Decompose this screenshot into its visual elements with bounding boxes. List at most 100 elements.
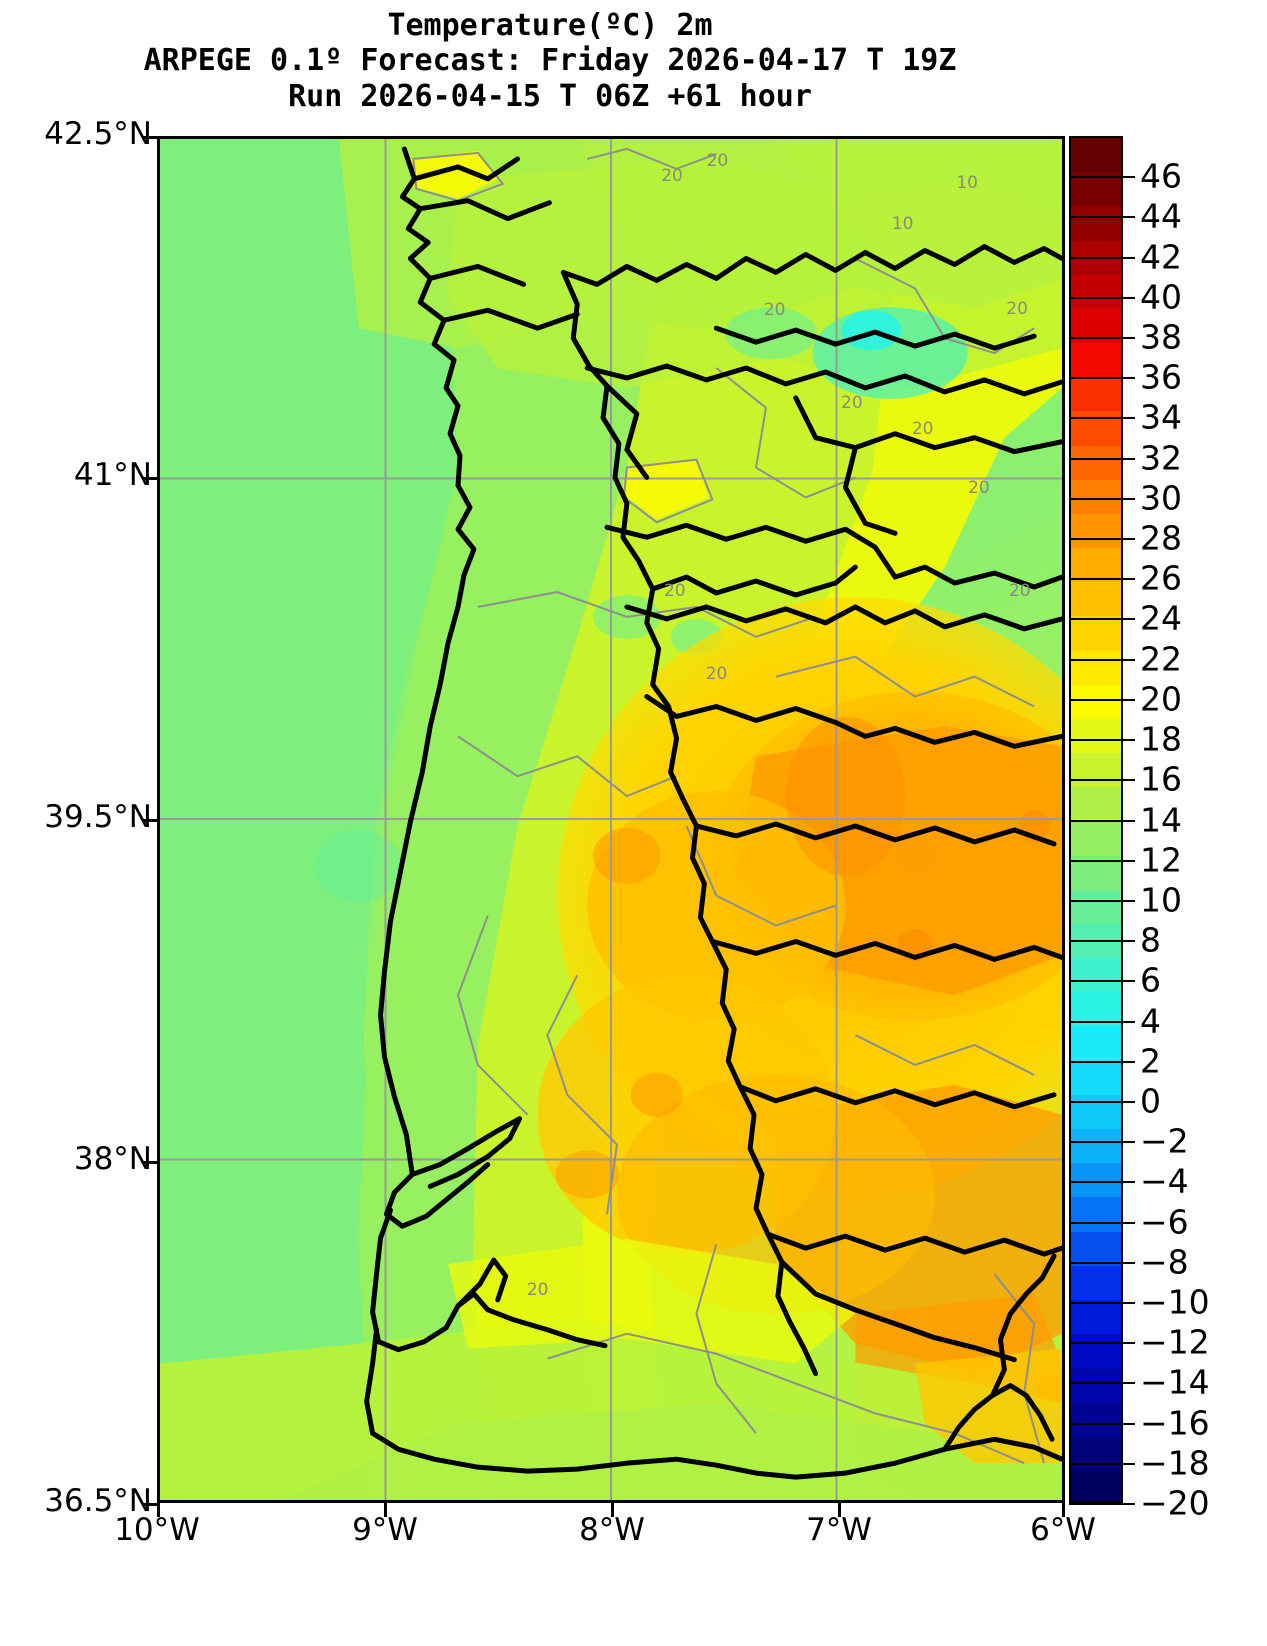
colorbar-tick [1069, 779, 1135, 782]
colorbar-segment [1071, 616, 1121, 651]
contour-label: 20 [968, 478, 990, 499]
y-tick-42.5 [143, 136, 157, 139]
forecast-subtitle: ARPEGE 0.1º Forecast: Friday 2026-04-17 … [143, 43, 957, 79]
colorbar-label: 28 [1140, 518, 1182, 558]
colorbar-segment [1071, 1128, 1121, 1164]
colorbar-tick [1069, 497, 1135, 500]
colorbar-segment [1071, 718, 1121, 754]
x-tick-6W [1062, 1503, 1065, 1517]
graticule [160, 139, 1062, 1500]
colorbar-tick [1069, 1020, 1135, 1023]
colorbar-segment [1071, 1197, 1121, 1232]
colorbar-label: −4 [1140, 1161, 1189, 1201]
colorbar-tick [1069, 658, 1135, 661]
colorbar-segment [1071, 1026, 1121, 1061]
colorbar-label: −18 [1140, 1443, 1210, 1483]
contour-label: 10 [891, 214, 914, 235]
colorbar-tick [1069, 457, 1135, 460]
colorbar-segment [1071, 1334, 1121, 1369]
colorbar-tick [1069, 216, 1135, 219]
x-axis-label-9W: 9°W [352, 1512, 418, 1548]
colorbar-label: −16 [1140, 1403, 1210, 1443]
colorbar-segment [1071, 343, 1121, 378]
colorbar-label: 0 [1140, 1081, 1161, 1121]
colorbar-label: 20 [1140, 679, 1182, 719]
colorbar-label: 24 [1140, 598, 1182, 638]
colorbar-label: 46 [1140, 156, 1182, 196]
colorbar-segment [1071, 787, 1121, 822]
contour-label: 10 [956, 173, 978, 194]
colorbar-segment [1071, 753, 1121, 788]
colorbar-segment [1071, 1060, 1121, 1095]
colorbar-tick [1069, 1141, 1135, 1144]
colorbar-tick [1069, 859, 1135, 862]
colorbar-segment [1071, 1436, 1121, 1471]
x-tick-9W [384, 1503, 387, 1517]
contour-label: 20 [763, 300, 786, 321]
colorbar-label: 30 [1140, 478, 1182, 518]
colorbar-tick [1069, 1181, 1135, 1184]
contour-label: 20 [705, 663, 728, 684]
x-tick-7W [838, 1503, 841, 1517]
colorbar-label: 18 [1140, 719, 1182, 759]
contour-label: 20 [661, 166, 683, 187]
colorbar-tick [1069, 1261, 1135, 1264]
colorbar-tick [1069, 1060, 1135, 1063]
colorbar-segment [1071, 1470, 1121, 1501]
colorbar-segment [1071, 411, 1121, 446]
y-axis-label-39.5: 39.5°N [44, 799, 152, 835]
colorbar-segment [1071, 1299, 1121, 1335]
colorbar-segment [1071, 377, 1121, 412]
colorbar-label: −2 [1140, 1121, 1189, 1161]
contour-label: 20 [1006, 298, 1028, 319]
colorbar-tick [1069, 256, 1135, 259]
colorbar-tick [1069, 1382, 1135, 1385]
x-axis-label-7W: 7°W [806, 1512, 872, 1548]
y-tick-38 [143, 1161, 157, 1164]
colorbar-segment [1071, 1094, 1121, 1129]
page-title: Temperature(ºC) 2m [387, 8, 713, 43]
y-tick-41 [143, 477, 157, 480]
colorbar-label: 14 [1140, 800, 1182, 839]
colorbar-segment [1071, 958, 1121, 993]
y-tick-36.5 [143, 1503, 157, 1506]
colorbar-segment [1071, 513, 1121, 549]
colorbar-tick [1069, 538, 1135, 541]
x-tick-8W [611, 1503, 614, 1517]
colorbar-tick [1069, 337, 1135, 340]
colorbar-label: 6 [1140, 960, 1161, 1000]
colorbar-segment [1071, 1265, 1121, 1300]
colorbar-tick [1069, 1100, 1135, 1103]
colorbar-tick [1069, 176, 1135, 179]
colorbar-label: −8 [1140, 1242, 1189, 1282]
colorbar-label: 36 [1140, 357, 1182, 397]
colorbar-segment [1071, 445, 1121, 480]
colorbar-label: 4 [1140, 1001, 1161, 1041]
colorbar-tick [1069, 899, 1135, 902]
y-axis-label-41: 41°N [73, 457, 152, 493]
x-axis-label-10W: 10°W [114, 1512, 200, 1548]
colorbar-label: 38 [1140, 317, 1182, 357]
colorbar-label: −14 [1140, 1362, 1210, 1402]
run-subtitle: Run 2026-04-15 T 06Z +61 hour [288, 78, 812, 114]
colorbar-tick [1069, 1503, 1135, 1505]
colorbar-label: 26 [1140, 558, 1182, 598]
colorbar-label: 12 [1140, 840, 1182, 880]
colorbar-tick [1069, 739, 1135, 742]
map-plot-area: 20 20 20 20 10 10 20 20 20 20 20 20 20 [157, 136, 1065, 1503]
contour-label: 20 [663, 580, 686, 601]
colorbar-tick [1069, 698, 1135, 701]
contour-label: 20 [841, 393, 863, 414]
colorbar-segment [1071, 889, 1121, 924]
x-axis-label-8W: 8°W [579, 1512, 645, 1548]
colorbar-tick [1069, 296, 1135, 299]
chart-title-block: Temperature(ºC) 2m ARPEGE 0.1º Forecast:… [0, 0, 1100, 114]
y-axis-label-42.5: 42.5°N [44, 116, 152, 152]
colorbar-label: −20 [1140, 1483, 1210, 1523]
colorbar-segment [1071, 1163, 1121, 1198]
temperature-colorbar[interactable] [1069, 136, 1123, 1503]
colorbar-segment [1071, 1368, 1121, 1403]
colorbar-tick [1069, 1342, 1135, 1345]
colorbar-label: −12 [1140, 1322, 1210, 1362]
colorbar-segment [1071, 138, 1121, 173]
